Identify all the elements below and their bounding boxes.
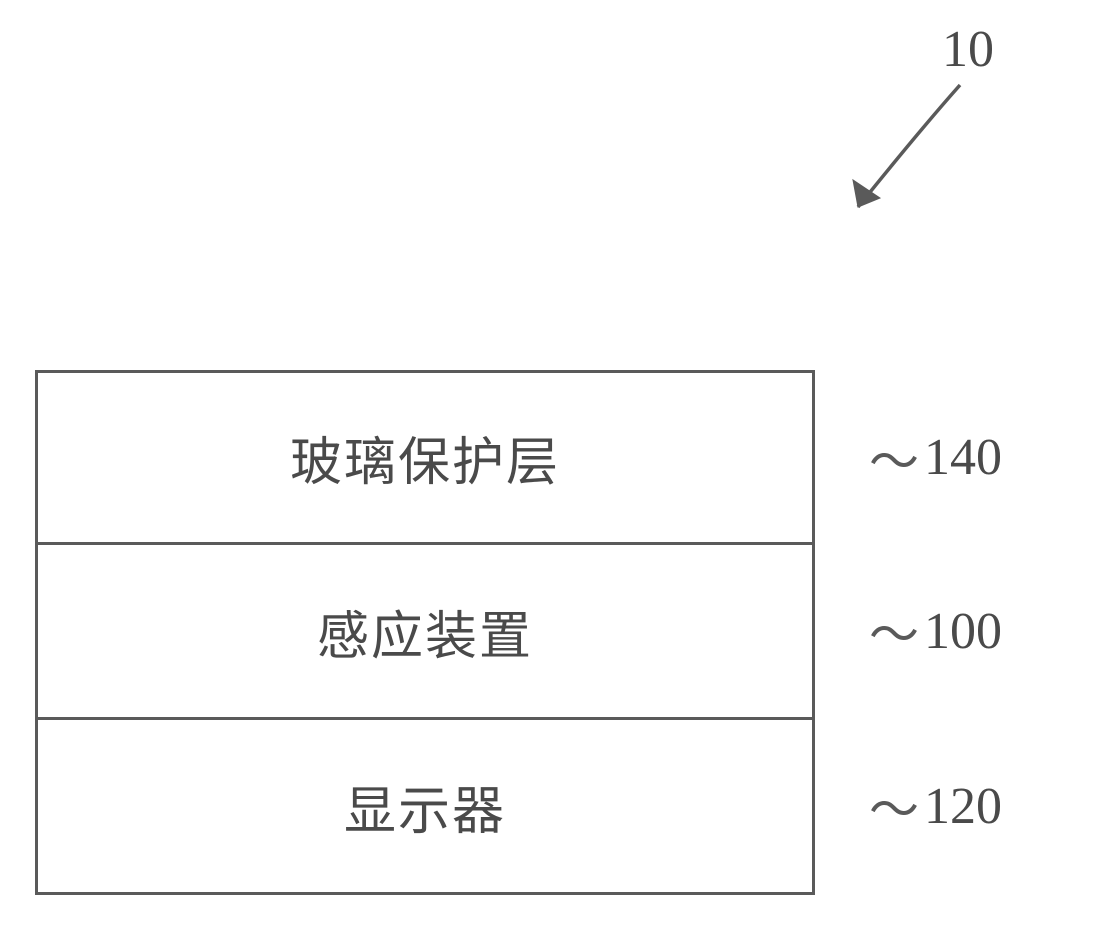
layer-glass-protection: 玻璃保护层 ～ 140 — [35, 370, 815, 545]
arrow-icon — [810, 55, 990, 235]
layer-text: 感应装置 — [317, 594, 533, 669]
diagram-indicator-arrow: 10 — [830, 40, 1000, 215]
tilde-connector: ～ — [869, 595, 919, 667]
layer-label-container: ～ 100 — [869, 595, 1002, 667]
layer-text: 显示器 — [344, 769, 506, 844]
tilde-connector: ～ — [869, 770, 919, 842]
layer-display: 显示器 ～ 120 — [35, 720, 815, 895]
layer-sensing-device: 感应装置 ～ 100 — [35, 545, 815, 720]
tilde-connector: ～ — [869, 422, 919, 494]
layer-label-container: ～ 120 — [869, 770, 1002, 842]
layer-number: 120 — [924, 777, 1002, 836]
layer-stack-diagram: 玻璃保护层 ～ 140 感应装置 ～ 100 显示器 ～ 120 — [35, 370, 815, 895]
layer-text: 玻璃保护层 — [290, 420, 560, 495]
layer-number: 100 — [924, 602, 1002, 661]
layer-number: 140 — [924, 428, 1002, 487]
layer-label-container: ～ 140 — [869, 422, 1002, 494]
